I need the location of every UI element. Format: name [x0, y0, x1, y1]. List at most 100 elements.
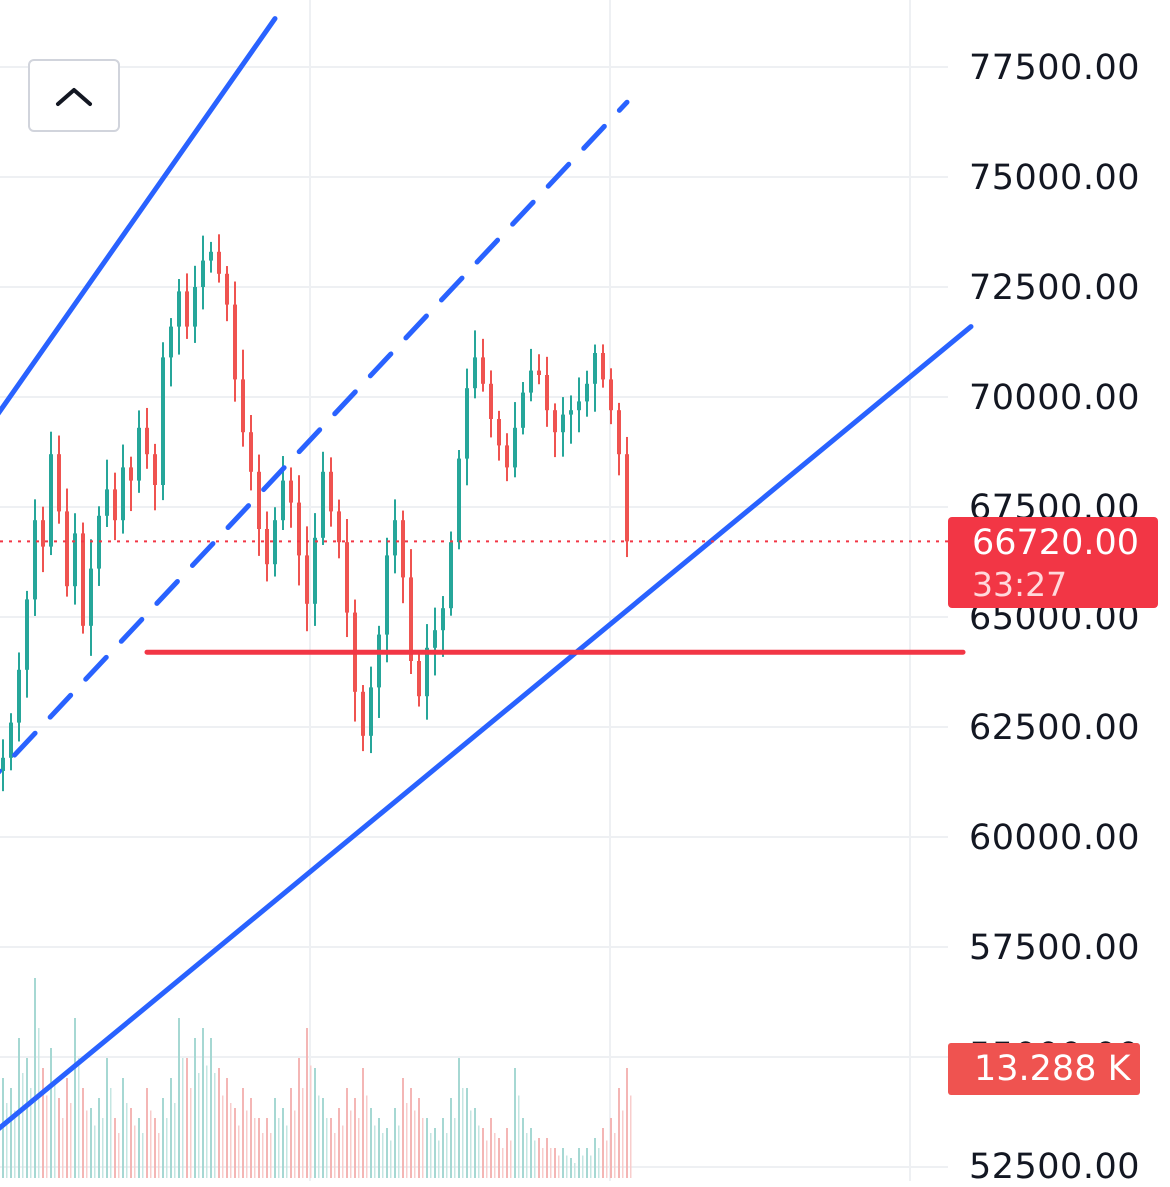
volume-bar — [518, 1095, 520, 1178]
volume-bar — [206, 1065, 208, 1178]
volume-bar — [30, 1088, 32, 1178]
candle-body — [145, 427, 149, 455]
volume-bar — [162, 1098, 164, 1178]
volume-bar — [6, 1103, 8, 1178]
last-price-value: 66720.00 — [972, 523, 1140, 563]
volume-bar — [562, 1148, 564, 1178]
volume-bar — [370, 1108, 372, 1178]
volume-bar — [146, 1088, 148, 1178]
volume-bar — [118, 1133, 120, 1178]
volume-bar — [326, 1118, 328, 1178]
volume-bar — [410, 1088, 412, 1178]
chart-grid — [0, 0, 948, 1181]
candle-body — [361, 691, 365, 736]
volume-bar — [298, 1058, 300, 1178]
volume-bar — [186, 1058, 188, 1178]
volume-bar — [102, 1118, 104, 1178]
candle-body — [25, 599, 29, 670]
candle-body — [73, 533, 77, 587]
candle-body — [337, 511, 341, 543]
channel-upper-line — [0, 16, 278, 416]
volume-bar — [418, 1098, 420, 1178]
candlesticks — [1, 234, 629, 792]
candle-body — [193, 287, 197, 327]
candle-body — [1, 757, 5, 771]
volume-bar — [94, 1125, 96, 1178]
volume-bar — [70, 1103, 72, 1178]
volume-bar — [306, 1028, 308, 1178]
volume-bar — [190, 1088, 192, 1178]
volume-bar — [490, 1118, 492, 1178]
volume-bar — [566, 1155, 568, 1178]
volume-bar — [626, 1068, 628, 1178]
price-axis-label: 60000.00 — [968, 818, 1140, 858]
trend-drawings — [0, 16, 974, 1131]
bar-countdown: 33:27 — [972, 565, 1068, 604]
volume-bar — [318, 1095, 320, 1178]
candle-body — [441, 608, 445, 631]
volume-bar — [138, 1118, 140, 1178]
volume-bar — [382, 1133, 384, 1178]
candle-body — [105, 489, 109, 516]
volume-bar — [442, 1118, 444, 1178]
volume-bar — [526, 1133, 528, 1178]
volume-bar — [586, 1148, 588, 1178]
volume-bar — [446, 1133, 448, 1178]
volume-bar — [242, 1088, 244, 1178]
volume-bar — [158, 1133, 160, 1178]
volume-bar — [82, 1088, 84, 1178]
candle-body — [345, 542, 349, 613]
volume-bar — [498, 1138, 500, 1178]
volume-bar — [182, 1058, 184, 1178]
volume-bar — [530, 1128, 532, 1178]
candle-body — [289, 480, 293, 503]
volume-bar — [610, 1118, 612, 1178]
volume-bar — [18, 1038, 20, 1178]
volume-bar — [290, 1088, 292, 1178]
candle-body — [473, 357, 477, 389]
volume-value: 13.288 K — [974, 1049, 1131, 1089]
collapse-button[interactable] — [28, 59, 120, 132]
candle-body — [241, 379, 245, 433]
volume-bar — [174, 1103, 176, 1178]
volume-bar — [22, 1073, 24, 1178]
volume-bar — [466, 1088, 468, 1178]
candle-body — [409, 577, 413, 661]
volume-bar — [50, 1048, 52, 1178]
volume-bar — [438, 1140, 440, 1178]
volume-bar — [74, 1018, 76, 1178]
chevron-up-icon — [56, 87, 92, 106]
candle-body — [169, 326, 173, 358]
candle-body — [561, 414, 565, 433]
candle-body — [377, 634, 381, 688]
volume-bar — [590, 1155, 592, 1178]
volume-bar — [398, 1125, 400, 1178]
candle-body — [313, 537, 317, 604]
candle-body — [33, 520, 37, 600]
volume-bar — [474, 1108, 476, 1178]
candle-body — [425, 647, 429, 697]
volume-bar — [42, 1068, 44, 1178]
price-axis-label: 75000.00 — [968, 158, 1140, 198]
volume-bar — [458, 1058, 460, 1178]
volume-bar — [202, 1028, 204, 1178]
volume-bar — [322, 1098, 324, 1178]
last-price-badge: 66720.00 33:27 — [948, 517, 1158, 608]
volume-bar — [150, 1110, 152, 1178]
candle-body — [601, 353, 605, 380]
candle-body — [41, 520, 45, 547]
candle-body — [321, 471, 325, 538]
candle-body — [585, 383, 589, 402]
candle-body — [281, 480, 285, 521]
candle-body — [81, 533, 85, 626]
volume-bar — [462, 1088, 464, 1178]
volume-bar — [266, 1118, 268, 1178]
volume-bar — [282, 1108, 284, 1178]
candle-body — [257, 471, 261, 529]
volume-bar — [246, 1110, 248, 1178]
volume-bar — [406, 1103, 408, 1178]
volume-bar — [362, 1068, 364, 1178]
volume-bar — [154, 1118, 156, 1178]
volume-bar — [598, 1148, 600, 1178]
